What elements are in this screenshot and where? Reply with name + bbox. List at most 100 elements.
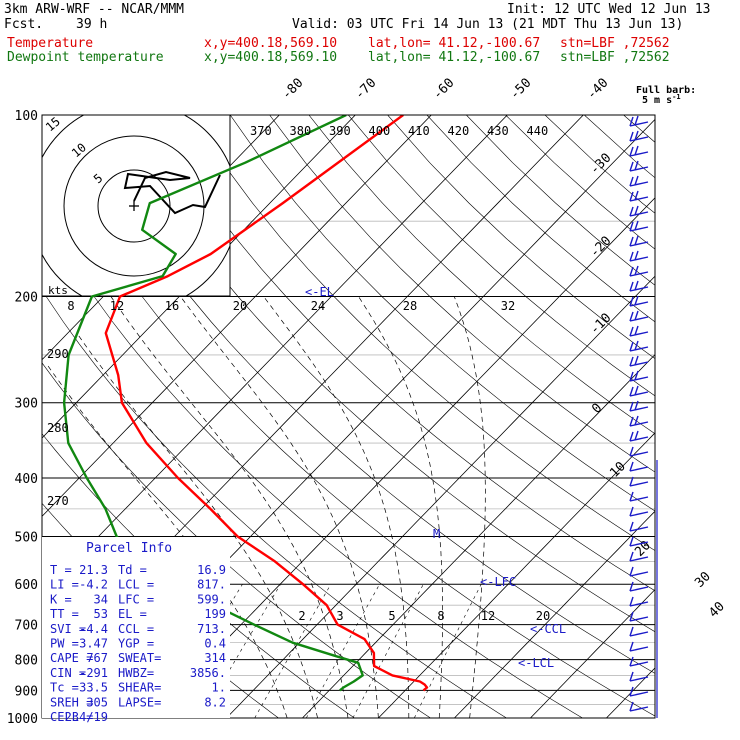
wind-barb bbox=[629, 491, 649, 502]
mixing-ratio-line bbox=[414, 584, 482, 718]
isotherm-label: -50 bbox=[507, 76, 534, 103]
isotherm-label: -10 bbox=[587, 311, 614, 338]
parcel-cell: EL = bbox=[118, 607, 147, 621]
parcel-info-box bbox=[42, 537, 230, 718]
isotherm-line bbox=[378, 432, 655, 718]
parcel-cell: LCL = bbox=[118, 578, 154, 592]
mixing-ratio-label: 8 bbox=[437, 609, 444, 623]
theta-label: 430 bbox=[487, 124, 509, 138]
hodograph-axis-label: 24 bbox=[311, 299, 325, 313]
temperature-latlon: lat,lon= 41.12,-100.67 bbox=[368, 36, 541, 51]
theta-label: 370 bbox=[250, 124, 272, 138]
parcel-cell: 713. bbox=[197, 622, 226, 636]
pressure-label-1000: 1000 bbox=[7, 712, 38, 727]
wind-barb bbox=[629, 220, 649, 232]
dewpoint-trace bbox=[62, 115, 364, 692]
marker-ccl: <-CCL bbox=[530, 622, 566, 636]
valid-time: Valid: 03 UTC Fri 14 Jun 13 (21 MDT Thu … bbox=[292, 17, 684, 32]
dry-adiabat bbox=[663, 115, 740, 718]
isotherm-line bbox=[530, 588, 655, 718]
dewpoint-latlon: lat,lon= 41.12,-100.67 bbox=[368, 50, 541, 65]
dry-adiabat bbox=[348, 115, 655, 397]
plot-frame bbox=[41, 114, 656, 719]
temperature-xy: x,y=400.18,569.10 bbox=[204, 36, 338, 51]
hodograph-axis-label: 28 bbox=[403, 299, 417, 313]
pressure-label-200: 200 bbox=[15, 291, 38, 306]
theta-label: 400 bbox=[369, 124, 391, 138]
theta-label: 380 bbox=[290, 124, 312, 138]
pressure-label-900: 900 bbox=[15, 684, 38, 699]
wind-barb bbox=[629, 430, 649, 442]
marker-m: M bbox=[433, 527, 440, 541]
wind-barb bbox=[629, 626, 649, 637]
mixing-ratio-label: 20 bbox=[536, 609, 550, 623]
parcel-cell: 767 bbox=[86, 651, 108, 665]
parcel-cell: Td = bbox=[118, 563, 147, 577]
pressure-label-600: 600 bbox=[15, 578, 38, 593]
wind-header: Full barb: bbox=[636, 85, 696, 96]
mixing-ratio-line bbox=[352, 584, 424, 718]
forecast-label: Fcst. bbox=[4, 17, 44, 32]
temperature-legend: Temperature bbox=[7, 36, 94, 51]
wind-barb bbox=[629, 566, 649, 577]
wind-barb bbox=[629, 385, 649, 397]
parcel-cell: 33.5 bbox=[79, 681, 108, 695]
parcel-cell: 3.47 bbox=[79, 637, 108, 651]
wind-barb bbox=[629, 415, 649, 427]
isotherm-label: -40 bbox=[584, 76, 611, 103]
isotherm-line bbox=[226, 275, 655, 718]
pressure-label-300: 300 bbox=[15, 397, 38, 412]
parcel-cell: 199 bbox=[204, 607, 226, 621]
wind-barb bbox=[629, 295, 649, 307]
wind-barb bbox=[629, 596, 649, 607]
dry-adiabat bbox=[466, 115, 655, 286]
hodograph-axis-label: 16 bbox=[165, 299, 179, 313]
isotherm-line bbox=[454, 510, 655, 718]
isotherm-line bbox=[42, 115, 432, 517]
parcel-cell: 305 bbox=[86, 695, 108, 709]
dry-adiabat bbox=[308, 115, 655, 435]
dry-adiabat bbox=[111, 115, 655, 633]
hodograph-trace bbox=[123, 170, 221, 215]
wind-barb bbox=[629, 250, 649, 262]
wind-barb bbox=[629, 551, 649, 562]
parcel-cell: 234/19 bbox=[65, 710, 108, 724]
parcel-cell: LFC = bbox=[118, 592, 154, 606]
parcel-cell: LAPSE= bbox=[118, 695, 161, 709]
parcel-cell: CIN = bbox=[50, 666, 86, 680]
wind-barb bbox=[629, 265, 649, 277]
wind-scale: 5 m s-1 bbox=[642, 93, 681, 106]
moist-adiabat bbox=[76, 332, 318, 718]
dry-adiabat bbox=[426, 115, 655, 323]
temperature-station: stn=LBF ,72562 bbox=[560, 36, 670, 51]
parcel-cell: 1. bbox=[212, 681, 226, 695]
pressure-label-800: 800 bbox=[15, 654, 38, 669]
parcel-info-table: T = 21.3 Td = 16.9 LI = -4.2 LCL = 817. K = 34 LFC… bbox=[50, 563, 226, 724]
temperature-trace bbox=[104, 115, 429, 692]
parcel-cell: 53 bbox=[94, 607, 108, 621]
mixing-ratio-label: 2 bbox=[298, 609, 305, 623]
dry-adiabat bbox=[42, 289, 507, 718]
hodograph-units: kts bbox=[48, 284, 68, 297]
isotherm-label: 20 bbox=[632, 538, 654, 560]
wind-barb bbox=[629, 310, 649, 322]
moist-adiabat bbox=[453, 296, 486, 718]
moist-adiabat bbox=[358, 296, 443, 718]
pressure-label-400: 400 bbox=[15, 472, 38, 487]
parcel-cell: 16.9 bbox=[197, 563, 226, 577]
dry-adiabat bbox=[702, 115, 740, 718]
isotherm-label: -20 bbox=[587, 234, 614, 261]
dry-adiabat bbox=[269, 115, 655, 473]
parcel-cell: 21.3 bbox=[79, 563, 108, 577]
parcel-cell: CELL = bbox=[50, 710, 93, 724]
theta-label: 410 bbox=[408, 124, 430, 138]
wind-barb bbox=[629, 190, 649, 202]
parcel-cell: SVI = bbox=[50, 622, 86, 636]
dry-adiabat bbox=[623, 115, 655, 143]
hodograph-ring bbox=[97, 169, 171, 243]
height-label: 290 bbox=[47, 347, 69, 361]
wind-barb bbox=[629, 476, 649, 487]
parcel-cell: K = bbox=[50, 592, 72, 606]
